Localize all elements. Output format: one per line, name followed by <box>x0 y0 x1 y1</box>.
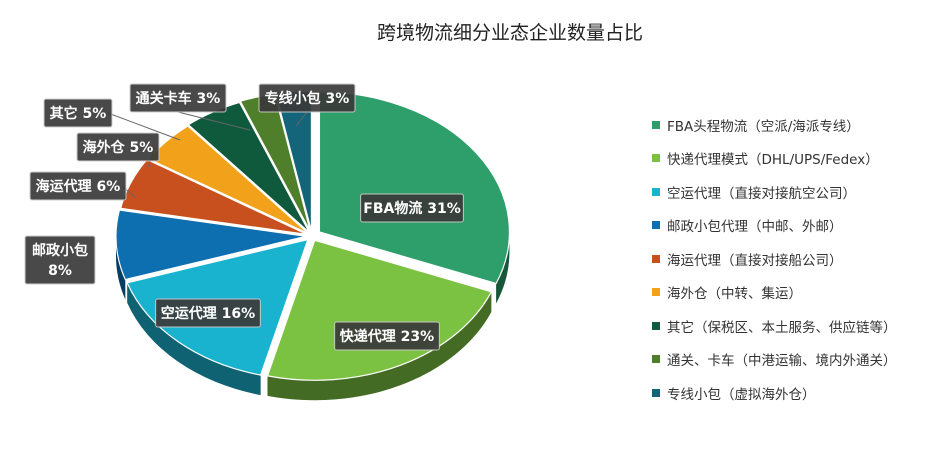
data-label-box <box>258 83 356 113</box>
data-label-box <box>334 321 440 351</box>
legend-label: 海外仓（中转、集运） <box>667 286 802 303</box>
pie-slice-side <box>496 231 510 304</box>
pie-slice-side <box>127 282 261 396</box>
legend-label: FBA头程物流（空派/海派专线） <box>667 118 860 135</box>
legend-item: 空运代理（直接对接航空公司） <box>652 175 897 209</box>
legend-label: 其它（保税区、本土服务、供应链等） <box>667 319 897 336</box>
legend-item: 海运代理（直接对接船公司） <box>652 242 897 276</box>
chart-legend: FBA头程物流（空派/海派专线） 快递代理模式（DHL/UPS/Fedex） 空运代… <box>652 108 897 410</box>
slice-labels: FBA物流 31% 快递代理 23% 空运代理 16% 邮政小包 8% 海运代理 6% 海外… <box>24 83 464 351</box>
leader-line <box>177 111 251 131</box>
legend-swatch <box>652 288 660 297</box>
data-label-box <box>129 83 227 113</box>
legend-swatch <box>652 355 660 364</box>
legend-swatch <box>652 388 660 397</box>
legend-item: 快递代理模式（DHL/UPS/Fedex） <box>652 142 897 176</box>
chart-title: 跨境物流细分业态企业数量占比 <box>376 22 643 44</box>
legend-item: 其它（保税区、本土服务、供应链等） <box>652 309 897 343</box>
legend-label: 邮政小包代理（中邮、外邮） <box>667 219 843 236</box>
legend-label: 快递代理模式（DHL/UPS/Fedex） <box>667 152 879 169</box>
legend-label: 空运代理（直接对接航空公司） <box>667 185 856 202</box>
data-label: 其它 5% <box>50 105 107 122</box>
legend-label: 专线小包（虚拟海外仓） <box>667 386 816 403</box>
data-label-box <box>29 171 127 201</box>
legend-swatch <box>652 321 660 330</box>
legend-label: 海运代理（直接对接船公司） <box>667 252 843 269</box>
data-label: 通关卡车 3% <box>136 90 221 107</box>
data-label: 8% <box>48 263 72 279</box>
pie-slice <box>318 91 510 285</box>
data-label: FBA物流 31% <box>363 200 460 217</box>
data-label-box <box>24 235 96 285</box>
data-label: 海外仓 5% <box>83 139 154 156</box>
pie-slice-side <box>267 291 492 401</box>
pie-slice <box>115 209 307 281</box>
leader-line <box>295 111 308 127</box>
legend-swatch <box>652 187 660 196</box>
legend-swatch <box>652 120 660 129</box>
data-label-box <box>43 98 113 128</box>
legend-item: 专线小包（虚拟海外仓） <box>652 376 897 410</box>
data-label: 邮政小包 <box>32 242 88 259</box>
legend-swatch <box>652 154 660 163</box>
legend-swatch <box>652 254 660 263</box>
legend-item: 通关、卡车（中港运输、境内外通关） <box>652 343 897 377</box>
pie-tops <box>115 90 510 381</box>
data-label: 专线小包 3% <box>265 90 350 107</box>
legend-item: 海外仓（中转、集运） <box>652 276 897 310</box>
data-label-box <box>76 132 160 162</box>
legend-item: 邮政小包代理（中邮、外邮） <box>652 209 897 243</box>
data-label: 海运代理 6% <box>36 178 121 195</box>
data-label: 快递代理 23% <box>340 328 434 345</box>
data-label: 空运代理 16% <box>161 305 255 322</box>
legend-label: 通关、卡车（中港运输、境内外通关） <box>667 353 897 370</box>
data-label-box <box>155 298 261 328</box>
leader-line <box>107 112 181 141</box>
legend-item: FBA头程物流（空派/海派专线） <box>652 108 897 142</box>
legend-swatch <box>652 221 660 230</box>
data-label-box <box>360 193 464 223</box>
